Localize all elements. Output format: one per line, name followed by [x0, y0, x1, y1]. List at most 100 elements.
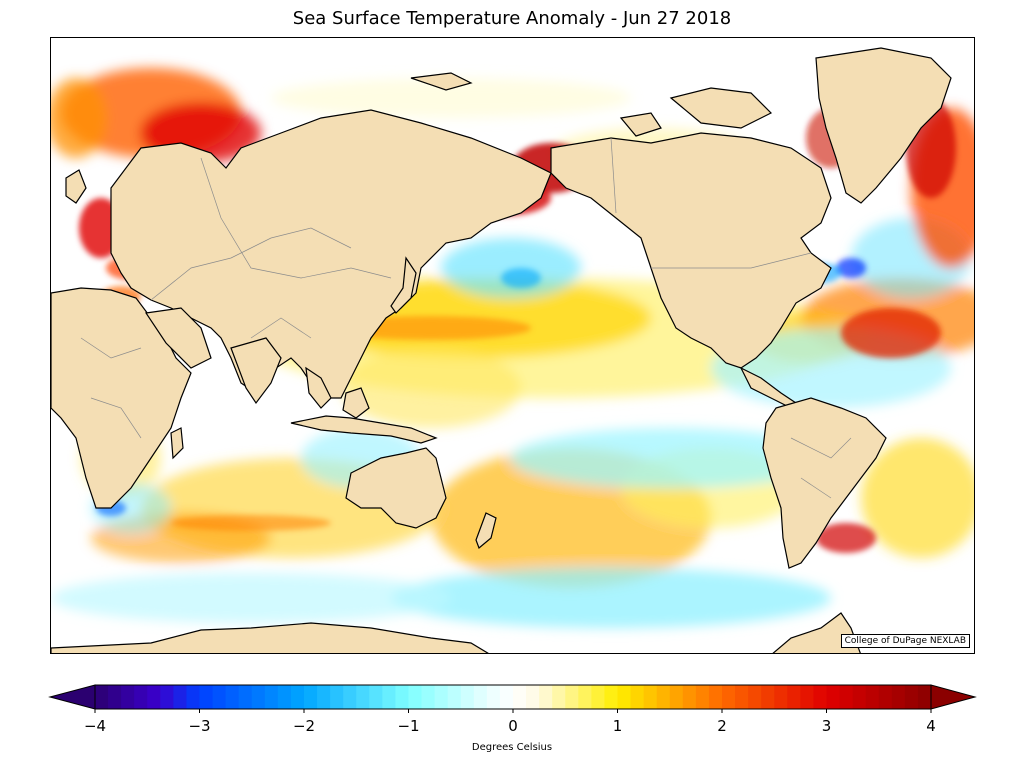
arctic-islands-land — [669, 87, 773, 129]
credit-label: College of DuPage NEXLAB — [840, 634, 970, 648]
colorbar-segment — [225, 685, 240, 709]
indonesia-land — [290, 415, 438, 444]
colorbar-segment — [878, 685, 893, 709]
colorbar-segment — [735, 685, 749, 709]
new-zealand-land — [475, 512, 497, 550]
africa-land — [51, 287, 192, 509]
colorbar-segment — [238, 685, 253, 709]
colorbar-segment — [526, 685, 540, 709]
colorbar-segment — [356, 685, 370, 709]
colorbar-segment — [513, 685, 527, 709]
colorbar-tick-label: −2 — [293, 717, 315, 735]
landmasses — [51, 47, 952, 653]
colorbar-segment — [395, 685, 410, 709]
colorbar-label: Degrees Celsius — [471, 742, 553, 753]
colorbar-segment — [682, 685, 697, 709]
colorbar-segment — [852, 685, 867, 709]
colorbar-segment — [669, 685, 684, 709]
antarctica-land — [51, 622, 489, 653]
colorbar-segment — [134, 685, 148, 709]
colorbar-tick-label: 0 — [508, 717, 518, 735]
uk-land — [65, 169, 87, 204]
colorbar-segment — [330, 685, 344, 709]
colorbar-segment — [447, 685, 462, 709]
colorbar-segment — [708, 685, 723, 709]
colorbar-segment — [147, 685, 161, 709]
colorbar-segment — [251, 685, 266, 709]
colorbar-segment — [199, 685, 214, 709]
colorbar-segment — [630, 685, 645, 709]
colorbar-segment — [317, 685, 331, 709]
colorbar-max-extend — [930, 684, 977, 710]
colorbar-segment — [277, 685, 292, 709]
map-svg — [51, 47, 974, 653]
japan-land — [390, 256, 417, 314]
colorbar-segment — [486, 685, 501, 709]
colorbar-tick-label: 2 — [717, 717, 727, 735]
colorbar-segment — [761, 685, 775, 709]
colorbar-segment — [212, 685, 227, 709]
colorbar-segment — [695, 685, 710, 709]
eurasia-land — [110, 109, 552, 399]
colorbar-segment — [460, 685, 475, 709]
colorbar-segment — [722, 685, 736, 709]
political-borders — [80, 137, 852, 499]
borneo-land — [342, 387, 370, 419]
colorbar-segment — [408, 685, 423, 709]
colorbar-segment — [865, 685, 880, 709]
colorbar-segment — [290, 685, 305, 709]
colorbar-segment — [604, 685, 619, 709]
colorbar-segment — [421, 685, 436, 709]
colorbar-segment — [304, 685, 318, 709]
colorbar-segment — [774, 685, 788, 709]
colorbar-segment — [839, 685, 854, 709]
colorbar-ticks: −4 −3 −2 −1 0 1 2 3 4 — [84, 709, 936, 735]
colorbar-segment — [591, 685, 606, 709]
colorbar-segment — [891, 685, 906, 709]
colorbar-segment — [382, 685, 397, 709]
colorbar-segment — [173, 685, 188, 709]
south-america-land — [762, 397, 887, 569]
india-land — [230, 337, 282, 405]
sst-anomaly-map[interactable]: College of DuPage NEXLAB — [50, 37, 975, 654]
colorbar-tick-label: −3 — [188, 717, 210, 735]
colorbar-segment — [787, 685, 801, 709]
north-america-land — [550, 132, 832, 369]
colorbar-segment — [617, 685, 632, 709]
colorbar-tick-label: −1 — [397, 717, 419, 735]
colorbar-tick-label: 3 — [822, 717, 832, 735]
colorbar-segment — [499, 685, 514, 709]
colorbar-segment — [917, 685, 932, 709]
greenland-land — [815, 47, 952, 204]
colorbar-tick-label: 1 — [613, 717, 623, 735]
colorbar-segment — [473, 685, 488, 709]
colorbar-segment — [343, 685, 357, 709]
colorbar-segment — [186, 685, 201, 709]
colorbar-segment — [539, 685, 553, 709]
colorbar-fill — [95, 685, 932, 709]
colorbar: −4 −3 −2 −1 0 1 2 3 4 — [48, 684, 977, 735]
colorbar-tick-label: 4 — [926, 717, 936, 735]
colorbar-segment — [813, 685, 828, 709]
madagascar-land — [170, 427, 184, 460]
colorbar-segment — [434, 685, 449, 709]
colorbar-segment — [552, 685, 566, 709]
colorbar-segment — [565, 685, 579, 709]
colorbar-segment — [108, 685, 122, 709]
australia-land — [345, 447, 447, 529]
colorbar-segment — [748, 685, 762, 709]
colorbar-segment — [578, 685, 592, 709]
arabia-land — [144, 307, 212, 369]
colorbar-segment — [369, 685, 383, 709]
colorbar-segment — [121, 685, 135, 709]
colorbar-segment — [95, 685, 109, 709]
colorbar-min-extend — [48, 684, 96, 710]
colorbar-segment — [656, 685, 671, 709]
colorbar-segment — [264, 685, 279, 709]
colorbar-segment — [160, 685, 174, 709]
se-asia-land — [305, 366, 332, 409]
colorbar-segment — [904, 685, 919, 709]
colorbar-segment — [643, 685, 658, 709]
map-title: Sea Surface Temperature Anomaly - Jun 27… — [292, 8, 732, 29]
colorbar-segment — [800, 685, 815, 709]
